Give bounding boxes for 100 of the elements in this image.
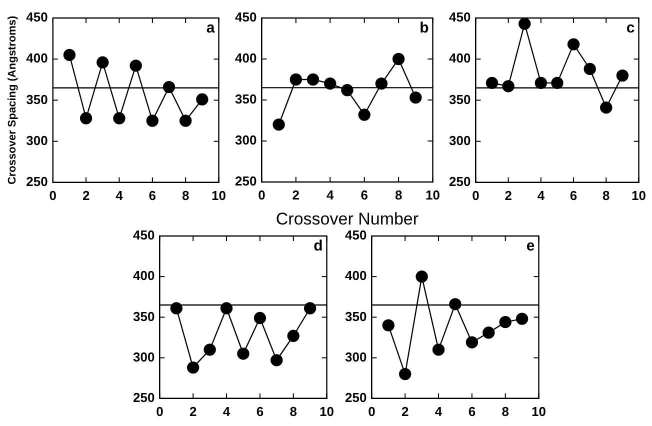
point — [204, 344, 216, 356]
x-tick-label: 8 — [394, 187, 402, 202]
point — [254, 312, 266, 324]
point — [449, 298, 462, 310]
y-tick-label: 450 — [26, 10, 48, 25]
x-tick-label: 4 — [222, 404, 231, 419]
x-tick-label: 0 — [472, 188, 480, 203]
x-tick-label: 10 — [320, 404, 334, 419]
x-tick-label: 10 — [632, 188, 646, 203]
y-tick-label: 450 — [132, 228, 155, 243]
point — [584, 62, 596, 76]
point — [516, 312, 528, 325]
point — [392, 52, 405, 66]
point — [518, 18, 531, 30]
y-tick-label: 350 — [132, 308, 155, 324]
x-tick-label: 2 — [82, 188, 90, 203]
annotation: c — [626, 20, 635, 37]
y-tick-label: 450 — [448, 10, 471, 25]
point — [196, 93, 208, 106]
y-axis-title: Crossover Spacing (Angstroms) — [6, 16, 19, 185]
x-axis-title: Crossover Number — [276, 209, 419, 228]
point — [179, 114, 192, 127]
point — [220, 302, 233, 314]
point — [272, 118, 285, 131]
y-tick-label: 300 — [448, 132, 471, 148]
x-tick-label: 0 — [258, 187, 266, 202]
annotation: b — [420, 20, 429, 37]
x-tick-label: 2 — [504, 188, 512, 203]
y-tick-label: 350 — [234, 92, 257, 107]
x-tick-label: 8 — [182, 188, 190, 203]
y-tick-label: 250 — [234, 174, 257, 189]
point — [567, 38, 580, 50]
y-tick-label: 350 — [344, 308, 367, 324]
point — [499, 316, 512, 328]
point — [237, 348, 250, 360]
y-tick-label: 400 — [344, 268, 367, 284]
annotation: a — [206, 20, 216, 37]
x-tick-label: 4 — [434, 404, 443, 419]
y-tick-label: 400 — [26, 50, 48, 66]
x-tick-label: 6 — [148, 188, 156, 203]
point — [616, 69, 629, 82]
point — [306, 73, 320, 86]
point — [399, 368, 412, 380]
y-tick-label: 400 — [132, 268, 155, 284]
x-tick-label: 4 — [537, 188, 546, 203]
point — [130, 60, 142, 72]
point — [382, 319, 394, 332]
x-tick-label: 6 — [256, 404, 264, 419]
y-tick-label: 400 — [234, 50, 257, 66]
y-tick-label: 350 — [448, 92, 471, 107]
point — [551, 76, 564, 90]
x-tick-label: 2 — [401, 404, 409, 419]
y-tick-label: 300 — [132, 349, 155, 364]
x-tick-label: 4 — [326, 187, 335, 202]
x-tick-label: 10 — [426, 187, 440, 202]
x-tick-label: 2 — [189, 404, 197, 419]
x-tick-label: 2 — [292, 187, 300, 202]
y-tick-label: 250 — [344, 390, 367, 405]
x-tick-label: 10 — [212, 188, 226, 203]
point — [304, 302, 316, 314]
x-tick-label: 4 — [116, 188, 124, 203]
annotation: d — [314, 238, 323, 255]
x-tick-label: 0 — [368, 404, 376, 419]
x-tick-label: 8 — [502, 404, 509, 419]
point — [80, 112, 92, 124]
point — [410, 91, 422, 104]
point — [270, 354, 283, 366]
point — [113, 112, 126, 124]
x-tick-label: 0 — [49, 188, 57, 203]
point — [162, 80, 176, 94]
point — [502, 80, 514, 92]
y-tick-label: 400 — [448, 50, 471, 66]
x-tick-label: 0 — [156, 404, 164, 419]
x-tick-label: 6 — [570, 188, 578, 203]
point — [290, 73, 302, 86]
point — [534, 76, 548, 90]
y-tick-label: 300 — [344, 349, 367, 364]
y-tick-label: 250 — [132, 390, 155, 405]
point — [146, 114, 159, 127]
x-tick-label: 6 — [360, 187, 368, 202]
y-tick-label: 300 — [234, 132, 257, 148]
point — [466, 336, 478, 348]
annotation: e — [526, 238, 535, 255]
point — [170, 302, 182, 314]
y-tick-label: 300 — [26, 132, 48, 148]
point — [63, 48, 76, 62]
point — [432, 344, 445, 356]
x-tick-label: 8 — [290, 404, 297, 419]
x-tick-label: 8 — [602, 188, 610, 203]
point — [486, 76, 498, 90]
point — [600, 102, 612, 114]
y-tick-label: 250 — [26, 174, 48, 189]
point — [287, 330, 300, 342]
point — [96, 56, 109, 68]
point — [482, 326, 495, 339]
point — [187, 361, 200, 374]
y-tick-label: 450 — [344, 228, 367, 243]
y-tick-label: 250 — [448, 174, 471, 189]
point — [416, 270, 428, 283]
y-tick-label: 350 — [26, 92, 48, 107]
